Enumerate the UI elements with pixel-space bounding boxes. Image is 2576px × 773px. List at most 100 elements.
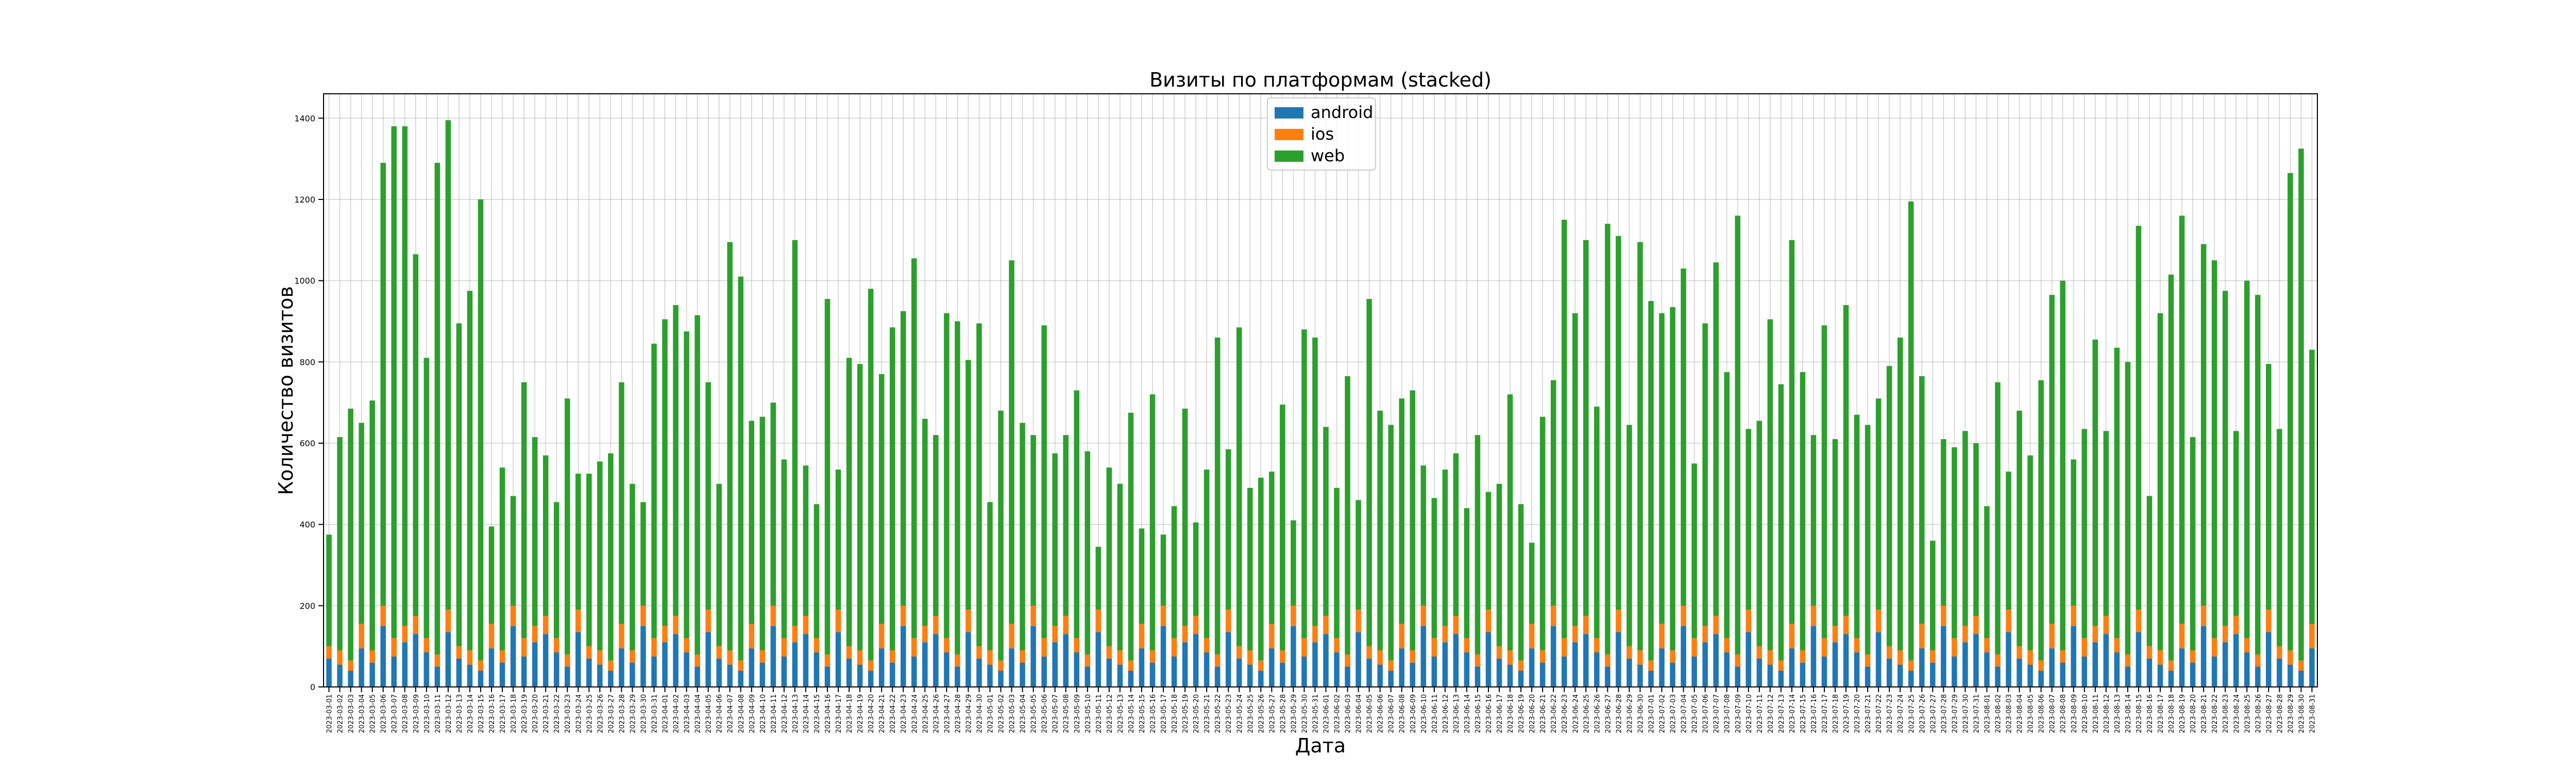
bar-segment [619, 382, 624, 624]
bar-segment [792, 642, 798, 687]
x-tick-label: 2023-05-08 [1063, 694, 1071, 733]
bar-segment [1355, 610, 1361, 632]
bar-segment [1832, 626, 1838, 643]
bar-segment [1258, 660, 1264, 671]
y-tick-label: 1000 [294, 276, 315, 286]
x-tick-label: 2023-04-02 [673, 694, 681, 733]
bar-segment [1247, 664, 1253, 687]
bar-segment [348, 408, 353, 661]
bar-segment [1139, 624, 1145, 649]
bar-segment [1659, 313, 1665, 624]
bar-segment [1648, 301, 1654, 661]
bar-segment [2103, 616, 2109, 634]
bar-segment [586, 474, 592, 647]
bar-segment [781, 656, 787, 687]
x-tick-label: 2023-05-05 [1030, 694, 1038, 733]
x-tick-label: 2023-04-07 [727, 694, 735, 733]
bar-segment [543, 616, 549, 634]
bar-segment [2287, 650, 2293, 665]
bar-segment [759, 662, 766, 687]
bar-segment [1681, 268, 1686, 606]
bar-segment [2081, 638, 2088, 657]
bar-segment [1952, 638, 1957, 657]
bar-segment [933, 616, 939, 634]
bar-segment [467, 650, 473, 665]
bar-segment [1084, 654, 1091, 667]
x-tick-label: 2023-07-01 [1648, 694, 1655, 733]
x-tick-label: 2023-06-08 [1399, 694, 1406, 733]
bar-segment [1800, 372, 1806, 651]
bar-segment [1214, 666, 1221, 687]
bar-segment [2255, 666, 2261, 687]
x-tick-label: 2023-08-25 [2244, 694, 2251, 733]
x-tick-label: 2023-08-19 [2179, 694, 2187, 733]
bar-segment [2125, 654, 2131, 667]
x-tick-label: 2023-03-31 [651, 694, 658, 733]
bar-segment [1897, 650, 1903, 665]
bar-segment [651, 638, 657, 657]
bar-segment [1529, 543, 1535, 624]
bar-segment [1626, 425, 1632, 647]
bar-segment [1616, 632, 1621, 687]
bar-segment [564, 654, 570, 667]
bar-segment [553, 502, 560, 638]
bar-segment [391, 126, 397, 638]
bar-segment [803, 465, 809, 616]
bar-segment [1962, 431, 1968, 626]
bar-segment [413, 634, 419, 687]
bar-segment [2211, 638, 2217, 657]
bar-segment [499, 662, 505, 687]
y-tick-label: 1400 [294, 113, 315, 123]
bar-segment [889, 327, 895, 651]
bar-segment [2060, 662, 2065, 687]
bar-segment [911, 656, 917, 687]
bar-segment [1702, 626, 1708, 643]
bar-segment [868, 289, 874, 661]
bar-segment [2200, 606, 2207, 626]
x-axis-label: Дата [1295, 734, 1346, 757]
bar-segment [1648, 660, 1654, 671]
bar-segment [445, 120, 451, 610]
bar-segment [521, 382, 527, 638]
bar-segment [1030, 435, 1036, 606]
bar-segment [391, 656, 397, 687]
bar-segment [781, 638, 787, 657]
bar-segment [922, 626, 928, 643]
bar-segment [1572, 626, 1578, 643]
bar-segment [1756, 646, 1762, 659]
bar-segment [2092, 626, 2098, 643]
bar-segment [770, 606, 776, 626]
bar-segment [835, 632, 841, 687]
bar-segment [543, 634, 549, 687]
bar-segment [1789, 240, 1795, 624]
bar-segment [878, 648, 885, 687]
bar-segment [673, 616, 679, 634]
bar-segment [1323, 427, 1329, 616]
bar-segment [900, 311, 906, 606]
bar-segment [1561, 656, 1567, 687]
bar-segment [1214, 654, 1221, 667]
bar-segment [2006, 632, 2011, 687]
bar-segment [1128, 660, 1134, 671]
bar-segment [965, 632, 971, 687]
x-tick-label: 2023-08-27 [2265, 694, 2273, 733]
bar-segment [803, 616, 809, 634]
x-tick-label: 2023-05-27 [1268, 694, 1276, 733]
bar-segment [1280, 405, 1285, 651]
bar-segment [673, 305, 679, 616]
bar-segment [369, 650, 375, 663]
x-tick-label: 2023-04-21 [878, 694, 886, 733]
bar-segment [1149, 650, 1156, 663]
bar-segment [1605, 654, 1611, 667]
x-tick-label: 2023-08-20 [2190, 694, 2197, 733]
x-tick-label: 2023-04-19 [857, 694, 865, 733]
bar-segment [2136, 610, 2142, 632]
bar-segment [1128, 412, 1134, 661]
bar-segment [2309, 648, 2315, 687]
bar-segment [1345, 376, 1350, 654]
bar-segment [380, 606, 386, 626]
x-tick-label: 2023-03-06 [380, 694, 388, 733]
bar-segment [1204, 652, 1210, 687]
bar-segment [878, 374, 885, 624]
bar-segment [1995, 666, 2001, 687]
